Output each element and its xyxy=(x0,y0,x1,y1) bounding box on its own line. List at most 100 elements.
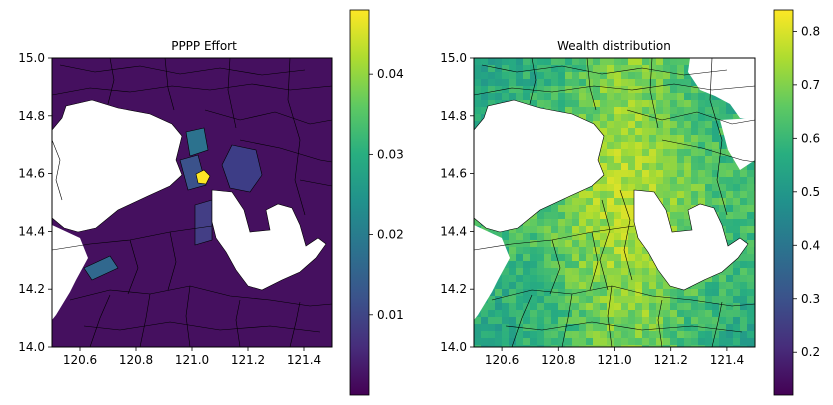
wealth-cell xyxy=(628,219,636,227)
wealth-cell xyxy=(544,72,552,80)
wealth-cell xyxy=(509,93,517,101)
wealth-cell xyxy=(649,170,657,178)
wealth-cell xyxy=(649,338,657,346)
wealth-cell xyxy=(691,198,699,206)
wealth-cell xyxy=(586,254,594,262)
wealth-cell xyxy=(691,163,699,171)
wealth-cell xyxy=(572,205,580,213)
wealth-cell xyxy=(726,107,734,115)
wealth-cell xyxy=(537,275,545,283)
wealth-cell xyxy=(698,191,706,199)
wealth-cell xyxy=(628,184,636,192)
wealth-cell xyxy=(551,79,559,87)
wealth-cell xyxy=(565,338,573,346)
right-axis-ticks: 120.6 120.8 121.0 121.2 121.4 14.0 14.2 14.4 14.… xyxy=(440,51,744,367)
wealth-cell xyxy=(726,268,734,276)
wealth-cell xyxy=(565,58,573,66)
wealth-cell xyxy=(607,100,615,108)
wealth-cell xyxy=(747,261,755,269)
wealth-cell xyxy=(572,331,580,339)
wealth-cell xyxy=(663,338,671,346)
wealth-cell xyxy=(712,331,720,339)
wealth-cell xyxy=(551,331,559,339)
wealth-cell xyxy=(579,345,587,347)
wealth-cell xyxy=(593,345,601,347)
wealth-cell xyxy=(698,170,706,178)
wealth-cell xyxy=(523,219,531,227)
wealth-cell xyxy=(663,184,671,192)
wealth-cell xyxy=(747,226,755,234)
wealth-cell xyxy=(579,58,587,66)
wealth-cell xyxy=(565,205,573,213)
wealth-cell xyxy=(488,79,496,87)
wealth-cell xyxy=(635,72,643,80)
wealth-cell xyxy=(719,184,727,192)
wealth-cell xyxy=(523,331,531,339)
wealth-cell xyxy=(586,100,594,108)
wealth-cell xyxy=(628,331,636,339)
wealth-cell xyxy=(733,282,741,290)
wealth-cell xyxy=(474,345,482,347)
wealth-cell xyxy=(516,345,524,347)
wealth-cell xyxy=(607,226,615,234)
wealth-cell xyxy=(642,156,650,164)
wealth-cell xyxy=(677,100,685,108)
wealth-cell xyxy=(635,240,643,248)
wealth-cell xyxy=(474,121,482,129)
wealth-cell xyxy=(523,240,531,248)
wealth-cell xyxy=(607,219,615,227)
wealth-cell xyxy=(537,296,545,304)
wealth-cell xyxy=(593,198,601,206)
wealth-cell xyxy=(684,163,692,171)
wealth-cell xyxy=(614,345,622,347)
wealth-cell xyxy=(684,142,692,150)
wealth-cell xyxy=(516,268,524,276)
wealth-cell xyxy=(670,331,678,339)
wealth-cell xyxy=(607,303,615,311)
wealth-cell xyxy=(635,254,643,262)
wealth-cell xyxy=(663,345,671,347)
wealth-cell xyxy=(488,93,496,101)
wealth-cell xyxy=(530,282,538,290)
wealth-cell xyxy=(607,135,615,143)
wealth-cell xyxy=(558,86,566,94)
left-xtick-label: 121.4 xyxy=(287,353,321,367)
wealth-cell xyxy=(628,226,636,234)
wealth-cell xyxy=(726,275,734,283)
wealth-cell xyxy=(649,72,657,80)
wealth-cell xyxy=(719,275,727,283)
wealth-cell xyxy=(565,303,573,311)
wealth-cell xyxy=(488,317,496,325)
wealth-cell xyxy=(705,282,713,290)
wealth-cell xyxy=(579,282,587,290)
wealth-cell xyxy=(705,345,713,347)
wealth-cell xyxy=(621,205,629,213)
wealth-cell xyxy=(726,317,734,325)
wealth-cell xyxy=(649,163,657,171)
wealth-cell xyxy=(656,114,664,122)
wealth-cell xyxy=(537,240,545,248)
wealth-cell xyxy=(495,65,503,73)
wealth-cell xyxy=(523,261,531,269)
wealth-cell xyxy=(614,79,622,87)
wealth-cell xyxy=(719,114,727,122)
wealth-cell xyxy=(579,86,587,94)
wealth-cell xyxy=(649,317,657,325)
wealth-cell xyxy=(628,310,636,318)
wealth-cell xyxy=(572,296,580,304)
wealth-cell xyxy=(698,345,706,347)
wealth-cell xyxy=(684,345,692,347)
wealth-cell xyxy=(558,331,566,339)
wealth-cell xyxy=(614,121,622,129)
wealth-cell xyxy=(635,324,643,332)
wealth-cell xyxy=(705,198,713,206)
wealth-cell xyxy=(565,65,573,73)
wealth-cell xyxy=(502,310,510,318)
wealth-cell xyxy=(628,261,636,269)
wealth-cell xyxy=(691,114,699,122)
wealth-cell xyxy=(677,65,685,73)
wealth-cell xyxy=(635,79,643,87)
wealth-cell xyxy=(488,345,496,347)
wealth-cell xyxy=(600,324,608,332)
wealth-cell xyxy=(600,240,608,248)
